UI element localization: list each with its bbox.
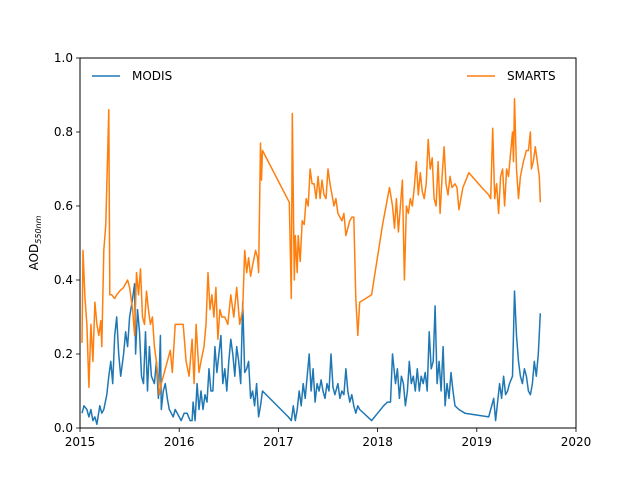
y-axis-label-main: AOD <box>27 244 41 271</box>
legend-smarts-label: SMARTS <box>507 69 556 83</box>
legend-modis: MODIS <box>92 69 172 83</box>
x-tick-label: 2020 <box>561 435 592 449</box>
x-tick-label: 2017 <box>263 435 294 449</box>
series-line-modis <box>81 282 542 426</box>
x-axis: 2015 2016 2017 2018 2019 2020 <box>65 428 592 449</box>
y-tick-label: 0.2 <box>54 347 73 361</box>
x-tick-label: 2019 <box>462 435 493 449</box>
y-tick-label: 1.0 <box>54 51 73 65</box>
y-axis-label: AOD550nm <box>27 215 43 270</box>
x-tick-label: 2016 <box>164 435 195 449</box>
x-tick-label: 2018 <box>362 435 393 449</box>
series-layer <box>81 97 542 426</box>
plot-frame <box>79 57 577 429</box>
x-tick-label: 2015 <box>65 435 96 449</box>
legend-smarts: SMARTS <box>467 69 556 83</box>
series-line-smarts <box>81 97 542 396</box>
y-tick-label: 0.0 <box>54 421 73 435</box>
y-tick-label: 0.8 <box>54 125 73 139</box>
y-tick-label: 0.6 <box>54 199 73 213</box>
legend-modis-label: MODIS <box>132 69 172 83</box>
y-axis: 0.0 0.2 0.4 0.6 0.8 1.0 <box>54 51 80 435</box>
y-axis-label-subscript: 550nm <box>34 215 43 243</box>
y-tick-label: 0.4 <box>54 273 73 287</box>
